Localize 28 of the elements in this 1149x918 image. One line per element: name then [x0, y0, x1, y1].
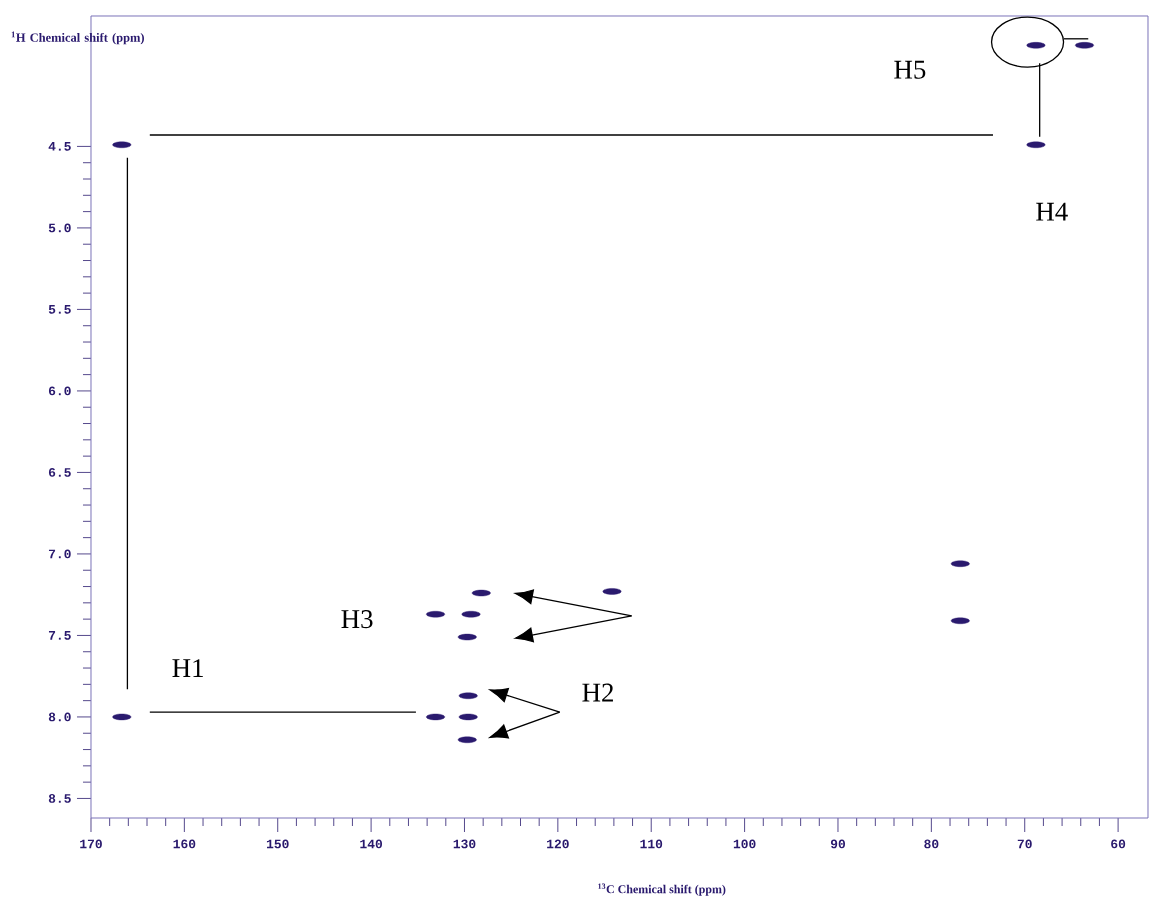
x-tick-label: 80	[924, 839, 939, 849]
annotation: H3	[341, 610, 373, 629]
y-tick-label: 5.0	[48, 223, 71, 233]
x-tick-label: 120	[547, 839, 569, 849]
x-tick-label: 70	[1017, 839, 1032, 849]
x-tick-label: 160	[173, 839, 196, 849]
x-tick-label: 170	[80, 839, 102, 849]
x-tick-label: 140	[360, 839, 383, 849]
y-tick-label: 7.5	[48, 631, 71, 640]
y-tick-label: 4.5	[48, 142, 71, 151]
x-tick-label: 130	[453, 839, 476, 849]
y-tick-label: 5.5	[48, 305, 71, 314]
y-tick-label: 8.0	[48, 712, 71, 722]
annotation: H5	[894, 60, 926, 79]
annotation: H2	[582, 683, 613, 702]
x-tick-label: 110	[640, 839, 663, 849]
annotation: H1	[172, 659, 203, 677]
annotation: H4	[1036, 202, 1068, 221]
y-tick-label: 6.5	[48, 468, 71, 477]
x-tick-label: 90	[830, 839, 846, 849]
x-tick-label: 60	[1111, 839, 1126, 849]
x-tick-label: 100	[733, 839, 756, 849]
x-tick-label: 150	[266, 839, 289, 849]
y-tick-label: 8.5	[48, 794, 71, 803]
y-tick-label: 6.0	[48, 386, 71, 396]
y-axis-title: $^{1}$H Chemical shift (ppm)	[11, 31, 144, 45]
y-tick-label: 7.0	[48, 549, 71, 559]
x-axis-title: $^{13}$C Chemical shift (ppm)	[598, 883, 726, 896]
